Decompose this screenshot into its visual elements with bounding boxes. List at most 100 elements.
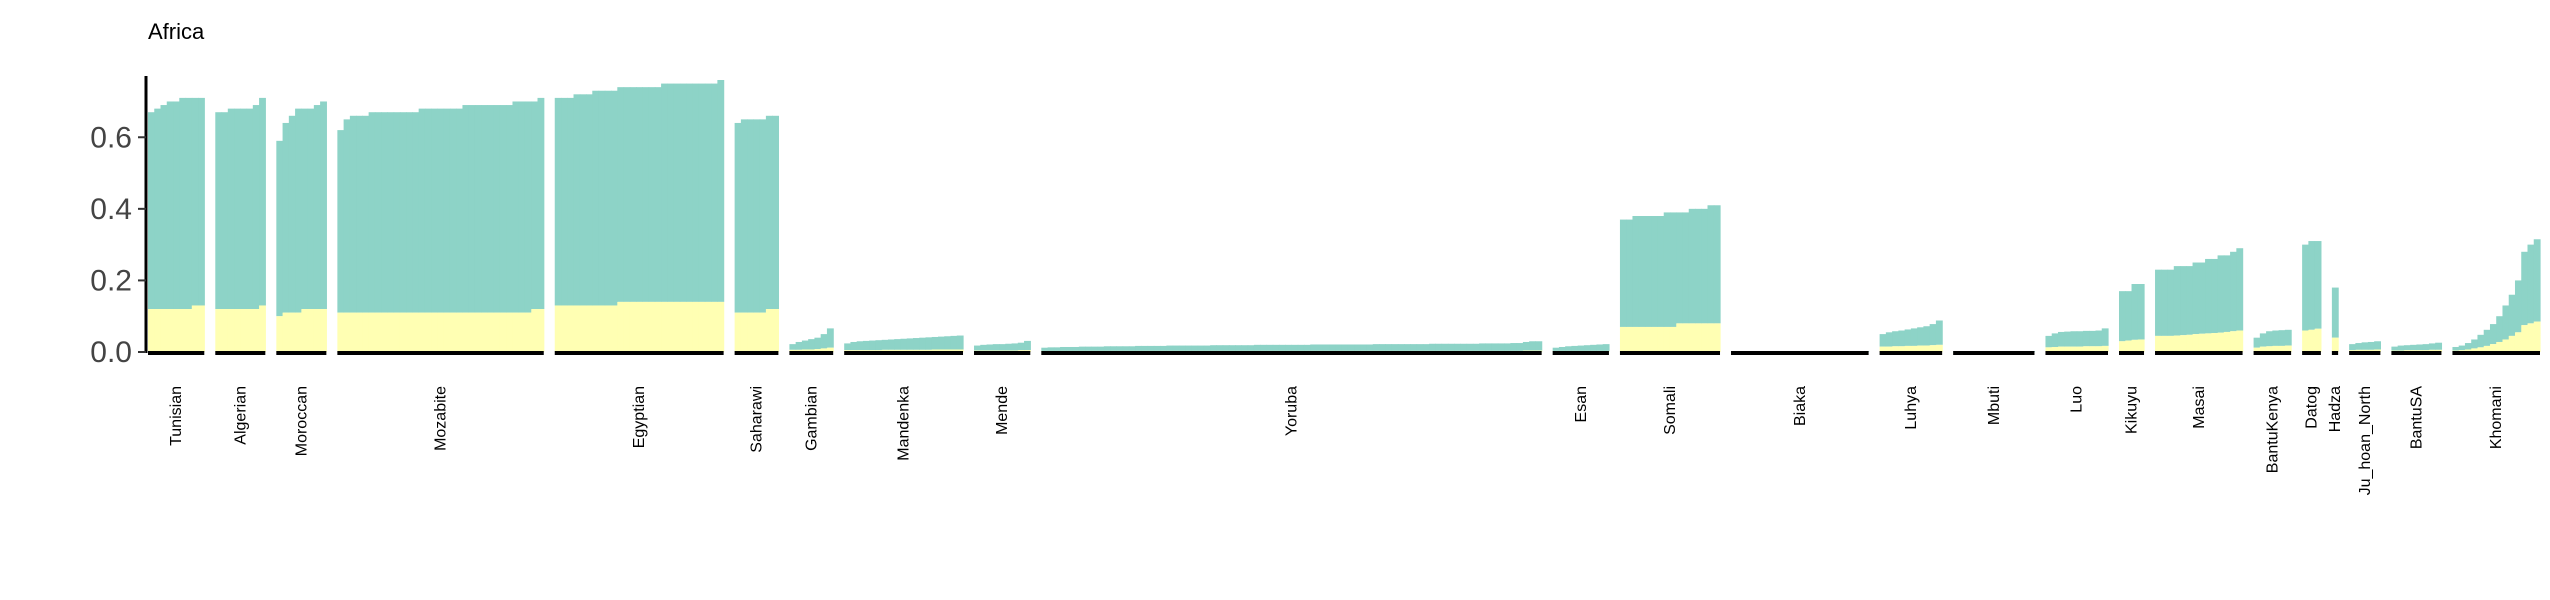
bar-segment-lower <box>554 305 562 352</box>
bar-segment-lower <box>931 349 939 352</box>
bar-segment-upper <box>814 337 822 350</box>
group-label-egyptian: Egyptian <box>631 386 648 448</box>
group-label-hadza: Hadza <box>2327 386 2344 432</box>
bar-segment-upper <box>1354 344 1361 351</box>
bar-segment-upper <box>992 344 1000 351</box>
bar-segment-upper <box>160 105 168 310</box>
bar-segment-upper <box>1060 346 1067 351</box>
bar-group-moroccan <box>276 101 327 352</box>
bar-segment-upper <box>2349 344 2356 351</box>
bar-segment-upper <box>2374 341 2382 350</box>
bar-segment-lower <box>692 301 700 352</box>
bar-segment-lower <box>925 349 933 352</box>
bar-segment-lower <box>2483 345 2491 352</box>
group-label-mbuti: Mbuti <box>1986 386 2003 425</box>
bar-segment-lower <box>887 349 895 352</box>
bar-segment-lower <box>2355 349 2363 352</box>
bar-segment-upper <box>368 112 376 313</box>
bar-segment-lower <box>938 349 945 352</box>
bar-segment-upper <box>2464 343 2472 350</box>
bar-segment-lower <box>381 312 388 352</box>
bar-segment-lower <box>2095 346 2103 352</box>
y-tick-label: 0.6 <box>90 121 132 154</box>
bar-segment-upper <box>524 101 532 313</box>
bar-segment-upper <box>240 108 248 310</box>
bar-segment-lower <box>2374 349 2382 352</box>
bar-segment-lower <box>667 301 675 352</box>
bar-segment-upper <box>869 340 877 351</box>
bar-segment-upper <box>2253 337 2261 348</box>
bar-segment-lower <box>1651 326 1659 352</box>
bar-segment-lower <box>808 349 816 352</box>
bar-segment-lower <box>282 312 290 352</box>
bar-segment-lower <box>2314 328 2322 352</box>
bar-segment-lower <box>2076 346 2084 352</box>
bar-segment-upper <box>717 80 725 302</box>
bar-segment-lower <box>2253 347 2261 352</box>
bar-segment-upper <box>636 87 643 302</box>
bar-segment-upper <box>617 87 625 302</box>
bar-segment-lower <box>704 301 712 352</box>
bar-segment-upper <box>734 122 742 313</box>
bar-segment-upper <box>2422 344 2430 351</box>
bar-segment-upper <box>2533 239 2541 322</box>
bar-segment-upper <box>2259 333 2267 347</box>
bar-segment-upper <box>1535 341 1543 351</box>
bar-segment-upper <box>944 336 952 350</box>
bar-segment-lower <box>950 349 958 352</box>
bar-segment-lower <box>221 309 229 352</box>
bar-segment-lower <box>801 349 809 352</box>
bar-segment-lower <box>2527 323 2535 352</box>
bar-segment-lower <box>2186 334 2194 352</box>
bar-segment-lower <box>617 301 625 352</box>
bar-segment-upper <box>844 343 852 351</box>
bar-segment-lower <box>611 305 618 352</box>
bar-segment-upper <box>437 108 445 313</box>
bar-segment-upper <box>399 112 407 313</box>
bar-segment-lower <box>747 312 754 352</box>
bar-segment-upper <box>912 338 920 350</box>
bar-segment-lower <box>474 312 482 352</box>
bar-segment-upper <box>431 108 439 313</box>
bar-segment-upper <box>424 108 432 313</box>
bar-segment-lower <box>2045 347 2053 352</box>
bar-group-khomani <box>2452 239 2541 352</box>
bar-segment-upper <box>2452 346 2460 351</box>
bar-segment-lower <box>2302 330 2309 352</box>
bar-group-kikuyu <box>2119 284 2145 352</box>
bar-segment-lower <box>234 309 241 352</box>
bar-segment-lower <box>1898 346 1906 352</box>
bar-segment-upper <box>894 339 902 350</box>
bar-segment-upper <box>2217 255 2225 333</box>
bar-segment-upper <box>512 101 520 313</box>
bar-segment-upper <box>1366 344 1374 351</box>
bar-segment-lower <box>956 349 964 352</box>
bar-segment-upper <box>1552 347 1560 351</box>
bar-segment-lower <box>711 301 718 352</box>
bar-segment-lower <box>772 309 780 352</box>
bar-segment-lower <box>449 312 457 352</box>
bar-segment-lower <box>1644 326 1652 352</box>
bar-segment-lower <box>789 349 797 352</box>
bar-segment-upper <box>1504 343 1511 351</box>
bar-segment-upper <box>1682 212 1690 324</box>
bar-group-luo <box>2045 328 2109 352</box>
bar-segment-upper <box>1235 345 1243 351</box>
bar-segment-upper <box>2155 269 2162 336</box>
bar-segment-upper <box>795 341 803 350</box>
y-tick-label: 0.0 <box>90 336 132 369</box>
bar-segment-upper <box>173 101 180 310</box>
bar-segment-upper <box>661 83 668 302</box>
bar-segment-upper <box>259 97 266 306</box>
bar-segment-upper <box>623 87 631 302</box>
bar-segment-upper <box>667 83 675 302</box>
group-label-kikuyu: Kikuyu <box>2124 386 2141 434</box>
bar-segment-upper <box>276 140 284 317</box>
bar-segment-lower <box>537 309 545 352</box>
bar-segment-upper <box>1147 345 1155 351</box>
bar-segment-lower <box>240 309 248 352</box>
bar-segment-upper <box>887 339 895 350</box>
bar-segment-lower <box>654 301 662 352</box>
bar-segment-upper <box>2391 346 2399 351</box>
bar-segment-upper <box>919 337 927 350</box>
